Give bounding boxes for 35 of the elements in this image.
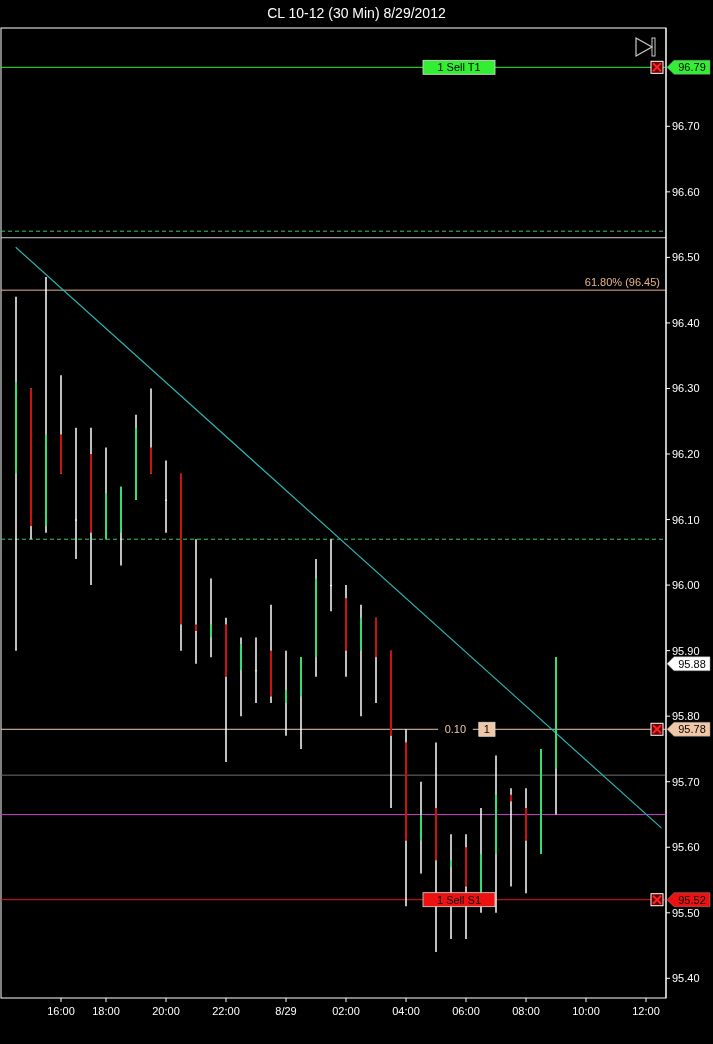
y-tick-label: 95.40 [672,972,700,985]
x-tick-label: 8/29 [275,1005,297,1017]
annotation: 1 Sell T1 [437,61,481,74]
x-tick-label: 16:00 [47,1005,75,1017]
y-tick-label: 95.90 [672,644,700,657]
y2-tick-label: 95.78 [678,723,706,736]
annotation: 1 [483,723,490,736]
ref-line-label: 61.80% (96.45) [584,276,660,289]
y-tick-label: 95.80 [672,710,700,723]
chart-title: CL 10-12 (30 Min) 8/29/2012 [267,5,446,21]
y2-tick-label: 96.79 [678,61,706,74]
y-tick-label: 96.50 [672,251,700,264]
y2-tick-label: 95.88 [678,657,706,670]
annotation: 1 Sell S1 [436,893,482,906]
x-tick-label: 06:00 [452,1005,480,1017]
y-tick-label: 95.70 [672,775,700,788]
y-tick-label: 96.30 [672,382,700,395]
x-tick-label: 04:00 [392,1005,420,1017]
annotation: 0.10 [444,723,467,736]
y-tick-label: 96.70 [672,120,700,133]
x-tick-label: 08:00 [512,1005,540,1017]
x-tick-label: 12:00 [632,1005,660,1017]
y-tick-label: 96.00 [672,579,700,592]
x-tick-label: 02:00 [332,1005,360,1017]
y-tick-label: 96.10 [672,513,700,526]
y-tick-label: 96.60 [672,185,700,198]
y2-tick-label: 95.52 [678,893,706,906]
y-tick-label: 96.20 [672,448,700,461]
x-tick-label: 20:00 [152,1005,180,1017]
y-tick-label: 96.40 [672,316,700,329]
x-tick-label: 10:00 [572,1005,600,1017]
y-tick-label: 95.50 [672,906,700,919]
x-tick-label: 18:00 [92,1005,120,1017]
y-tick-label: 95.60 [672,841,700,854]
x-tick-label: 22:00 [212,1005,240,1017]
